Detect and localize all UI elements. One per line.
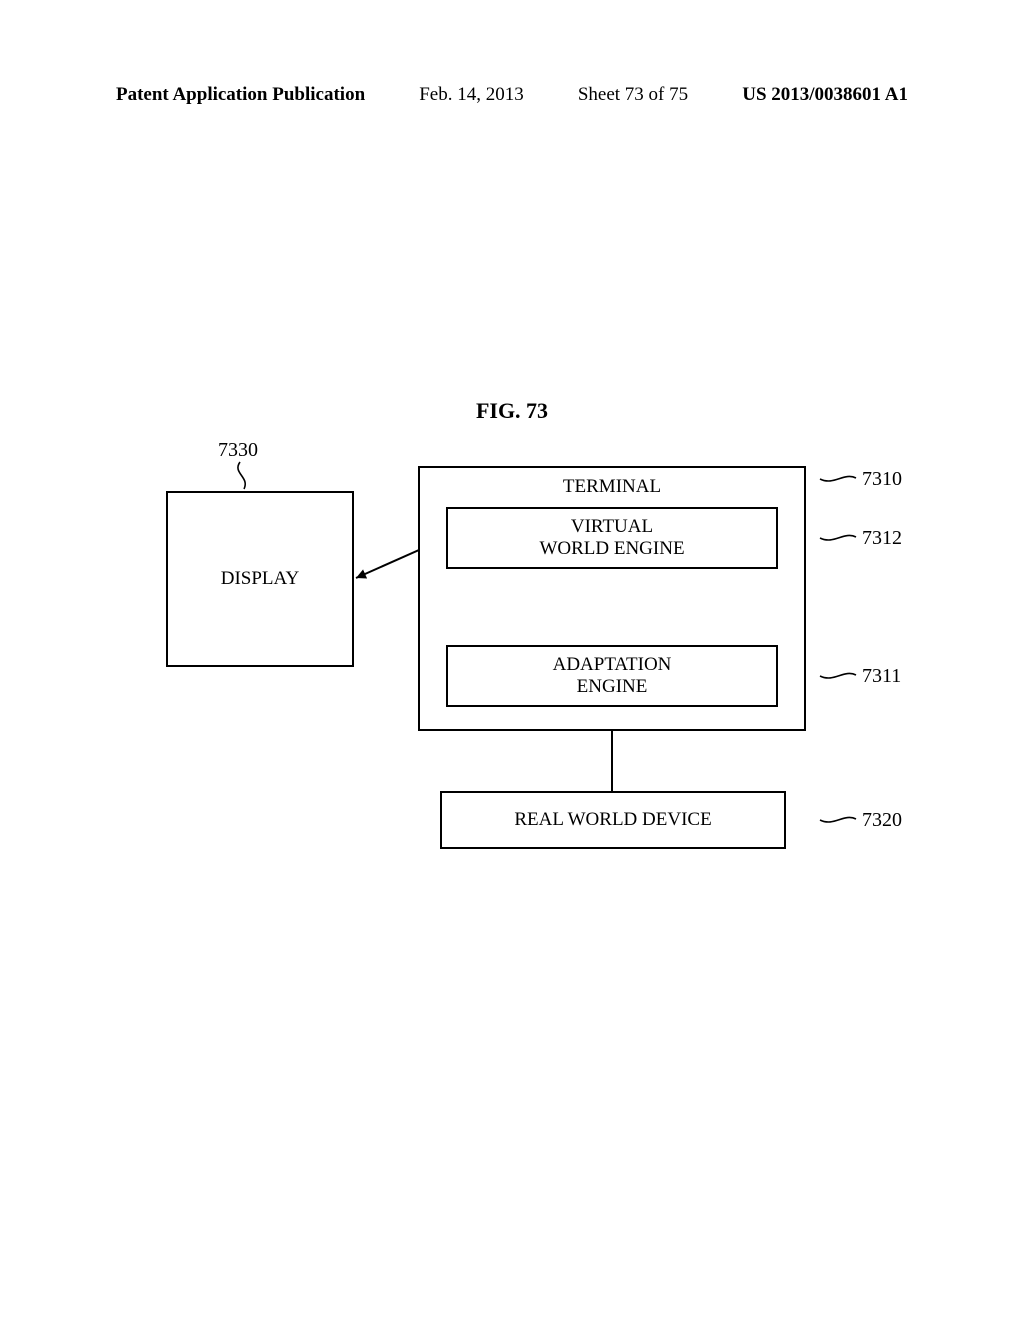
page: Patent Application Publication Feb. 14, … [0,0,1024,1320]
ref-7312: 7312 [862,527,902,550]
terminal-label: TERMINAL [420,476,804,498]
display-label: DISPLAY [221,568,300,590]
ref-7311: 7311 [862,665,901,688]
publication-label: Patent Application Publication [116,84,365,106]
virtual-world-engine-box: VIRTUALWORLD ENGINE [446,507,778,569]
publication-date: Feb. 14, 2013 [419,84,524,106]
figure-label: FIG. 73 [0,398,1024,424]
ref-7310: 7310 [862,468,902,491]
diagram: TERMINAL VIRTUALWORLD ENGINE ADAPTATIONE… [156,455,866,875]
real-world-device-label: REAL WORLD DEVICE [514,809,711,831]
page-header: Patent Application Publication Feb. 14, … [0,84,1024,106]
sheet-info: Sheet 73 of 75 [578,84,688,106]
real-world-device-box: REAL WORLD DEVICE [440,791,786,849]
adaptation-engine-label: ADAPTATIONENGINE [553,654,672,698]
adaptation-engine-box: ADAPTATIONENGINE [446,645,778,707]
virtual-world-engine-label: VIRTUALWORLD ENGINE [539,516,684,560]
display-box: DISPLAY [166,491,354,667]
publication-number: US 2013/0038601 A1 [742,84,908,106]
ref-7320: 7320 [862,809,902,832]
ref-7330: 7330 [218,439,258,462]
